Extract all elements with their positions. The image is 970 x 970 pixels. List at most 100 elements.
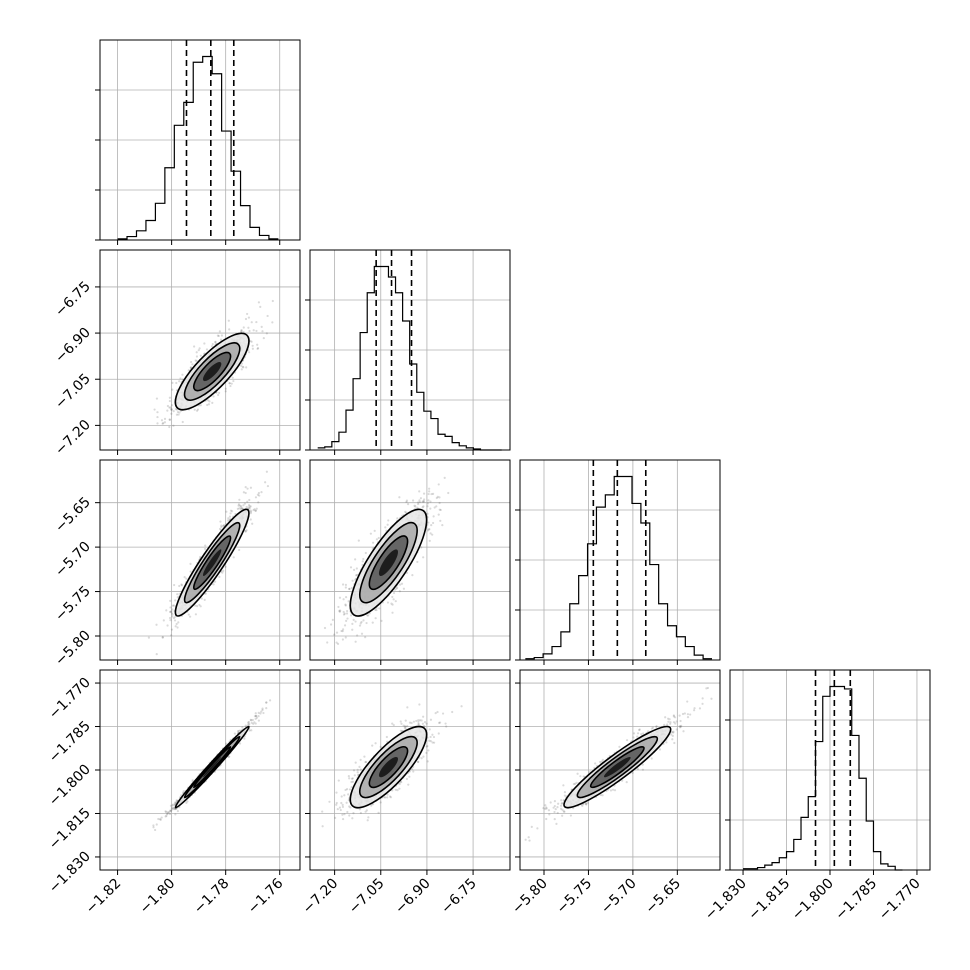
data-point: [250, 321, 253, 324]
data-point: [169, 804, 173, 807]
data-point: [349, 614, 353, 617]
data-point: [418, 500, 422, 504]
data-point: [350, 586, 353, 590]
data-point: [249, 718, 252, 721]
data-point: [228, 328, 231, 331]
marginal-panel-3: [725, 669, 931, 875]
data-point: [214, 341, 217, 344]
data-point: [185, 801, 188, 804]
data-point: [159, 818, 162, 821]
data-point: [211, 401, 214, 404]
data-point: [248, 505, 251, 508]
histogram-0: [117, 55, 279, 240]
data-point: [358, 765, 361, 768]
data-point: [231, 376, 234, 379]
data-point: [168, 425, 171, 429]
data-point: [371, 621, 374, 624]
data-point: [261, 707, 264, 710]
data-point: [153, 408, 156, 411]
data-point: [428, 487, 431, 490]
data-point: [222, 569, 225, 572]
data-point: [393, 588, 397, 591]
data-point: [261, 708, 264, 712]
data-point: [348, 587, 351, 590]
data-point: [259, 712, 262, 715]
data-point: [239, 330, 243, 333]
data-point: [342, 598, 345, 601]
data-point: [428, 739, 431, 742]
panel-frame: [99, 39, 301, 241]
data-point: [155, 397, 159, 400]
data-point: [242, 491, 245, 494]
data-point: [172, 424, 175, 427]
data-point: [398, 496, 401, 499]
data-point: [254, 712, 257, 715]
data-point: [252, 508, 255, 512]
data-point: [433, 506, 436, 509]
data-point: [147, 636, 151, 639]
data-point: [439, 508, 442, 512]
data-point: [250, 721, 253, 724]
data-point: [247, 506, 250, 509]
data-point: [170, 412, 173, 415]
data-point: [338, 596, 342, 599]
panel-frame: [519, 459, 721, 661]
data-point: [255, 507, 258, 510]
contour-line-level-1: [359, 521, 418, 604]
data-point: [260, 325, 263, 329]
data-point: [428, 528, 431, 531]
data-point: [345, 612, 349, 615]
data-point: [347, 600, 350, 603]
data-point: [237, 504, 240, 507]
data-point: [155, 653, 158, 656]
data-point: [406, 725, 409, 728]
data-point: [175, 381, 178, 385]
contour-line-level-2: [192, 746, 232, 789]
data-point: [237, 729, 240, 733]
data-point: [242, 326, 245, 329]
data-point: [422, 500, 425, 503]
data-point: [155, 823, 158, 826]
data-point: [196, 605, 199, 608]
data-point: [200, 597, 203, 600]
data-point: [341, 638, 345, 641]
data-point: [161, 636, 164, 639]
data-point: [195, 355, 199, 358]
data-point: [417, 502, 420, 506]
data-point: [171, 803, 174, 806]
data-point: [431, 521, 435, 525]
data-point: [168, 811, 171, 814]
data-point: [430, 492, 433, 496]
data-point: [404, 725, 407, 728]
panel-content: [321, 703, 463, 828]
data-point: [228, 382, 231, 385]
data-point: [170, 634, 173, 637]
data-point: [194, 613, 197, 616]
data-point: [421, 506, 424, 509]
data-point: [247, 326, 250, 329]
panel-frame: [99, 669, 301, 871]
data-point: [195, 359, 198, 362]
data-point: [441, 524, 444, 527]
data-point: [348, 805, 351, 808]
data-point: [351, 579, 354, 582]
data-point: [171, 804, 174, 807]
data-point: [329, 623, 333, 626]
data-point: [189, 562, 192, 565]
data-point: [364, 636, 367, 639]
data-point: [369, 532, 372, 535]
data-point: [165, 813, 169, 816]
data-point: [427, 521, 430, 524]
data-point: [166, 811, 170, 814]
data-point: [246, 487, 249, 490]
data-point: [441, 712, 445, 715]
data-point: [248, 729, 251, 732]
data-point: [398, 782, 401, 786]
data-point: [172, 806, 176, 810]
data-point: [226, 519, 230, 522]
data-point: [254, 509, 257, 512]
data-point: [416, 506, 419, 509]
data-point: [166, 409, 169, 412]
data-point: [436, 495, 439, 498]
